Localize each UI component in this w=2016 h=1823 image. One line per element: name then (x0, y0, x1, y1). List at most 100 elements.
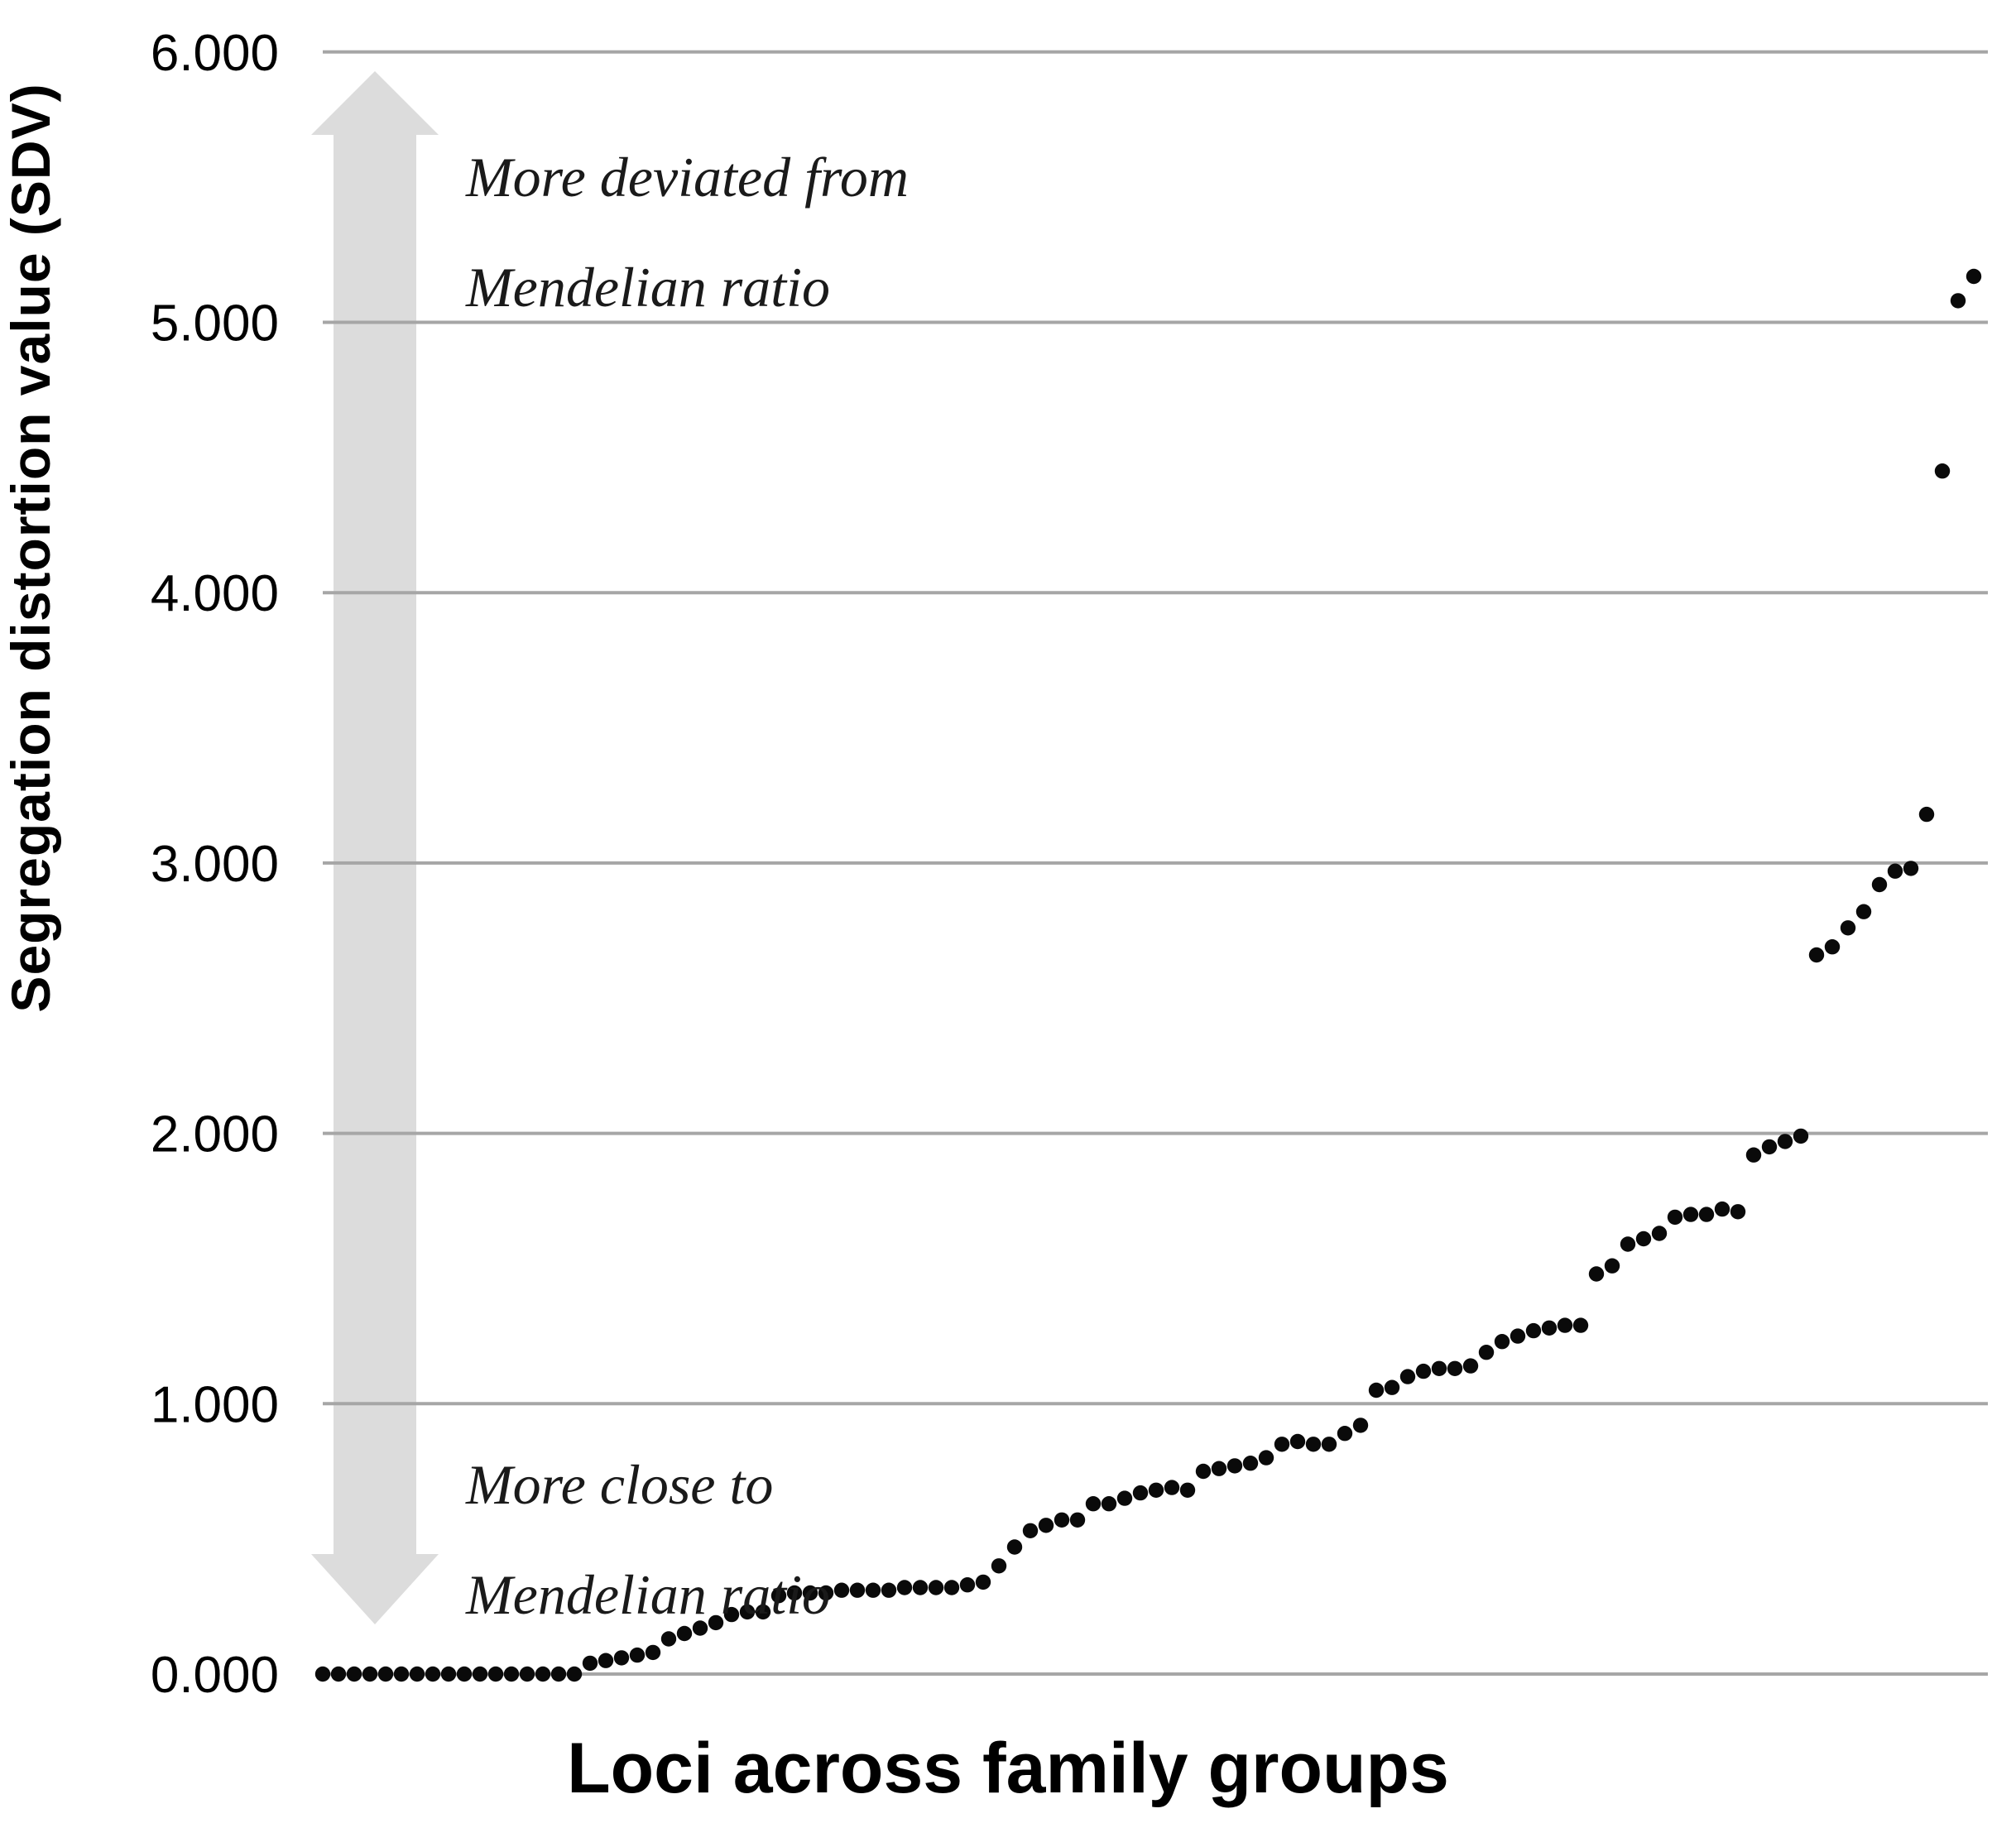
data-points (314, 268, 1982, 1682)
y-tick-label: 6.000 (151, 25, 279, 82)
data-point (1745, 1147, 1762, 1163)
data-point (959, 1577, 976, 1593)
data-point (1604, 1258, 1620, 1274)
data-point (1934, 463, 1951, 479)
data-point (849, 1582, 866, 1598)
data-point (582, 1655, 598, 1672)
data-point (943, 1580, 960, 1595)
data-point (1698, 1207, 1715, 1222)
data-point (409, 1666, 425, 1682)
data-point (1541, 1320, 1558, 1336)
data-point (786, 1585, 803, 1601)
data-point (1667, 1209, 1683, 1226)
data-point (1840, 920, 1856, 936)
data-point (1494, 1334, 1510, 1350)
data-point (1179, 1482, 1196, 1499)
data-point (770, 1588, 787, 1604)
y-tick-label: 3.000 (151, 836, 279, 893)
data-point (377, 1666, 394, 1682)
y-tick-label: 5.000 (151, 295, 279, 353)
data-point (896, 1580, 913, 1595)
data-point (1101, 1496, 1117, 1512)
data-point (1777, 1134, 1793, 1149)
data-point (1572, 1317, 1589, 1333)
data-point (1950, 293, 1966, 309)
data-point (1918, 806, 1935, 823)
data-point (833, 1582, 850, 1598)
data-point (440, 1666, 457, 1682)
data-point (1808, 947, 1825, 963)
data-point (1132, 1485, 1149, 1501)
data-point (975, 1574, 991, 1590)
data-point (1855, 904, 1872, 919)
data-point (1384, 1379, 1400, 1395)
data-point (1462, 1358, 1479, 1374)
data-point (1305, 1437, 1322, 1452)
data-point (1730, 1204, 1746, 1220)
data-point (660, 1631, 677, 1647)
data-point (755, 1604, 771, 1620)
data-point (991, 1558, 1007, 1574)
data-point (1478, 1345, 1495, 1360)
y-tick-label: 4.000 (151, 565, 279, 622)
annotation-line: Mendelian ratio (466, 1563, 831, 1626)
data-point (1321, 1437, 1337, 1452)
data-point (1415, 1363, 1432, 1379)
y-tick-label: 1.000 (151, 1376, 279, 1433)
data-point (881, 1582, 897, 1598)
data-point (1352, 1418, 1369, 1433)
data-point (818, 1585, 834, 1601)
data-point (1054, 1512, 1070, 1528)
data-point (1069, 1512, 1086, 1528)
data-point (1966, 268, 1982, 285)
updown-arrow (311, 71, 439, 1624)
data-point (1447, 1360, 1463, 1377)
data-point (503, 1666, 520, 1682)
y-tick-label: 2.000 (151, 1106, 279, 1163)
data-point (1211, 1461, 1227, 1476)
annotation-line: Mendelian ratio (466, 256, 831, 319)
data-point (1038, 1518, 1054, 1533)
data-point (1620, 1236, 1636, 1252)
data-point (1557, 1317, 1573, 1333)
data-point (1289, 1433, 1306, 1450)
data-point (1903, 861, 1919, 876)
annotation-line: More deviated from (466, 146, 910, 209)
data-point (1164, 1480, 1180, 1495)
data-point (629, 1647, 646, 1663)
data-point (535, 1666, 551, 1682)
data-point (723, 1606, 740, 1623)
data-point (1399, 1369, 1416, 1384)
data-point (1085, 1496, 1102, 1512)
data-point (1006, 1539, 1023, 1555)
data-point (550, 1666, 567, 1682)
data-point (928, 1580, 944, 1595)
data-point (1682, 1207, 1699, 1222)
y-axis-title: Segregation distortion value (SDV) (0, 83, 61, 1012)
data-point (802, 1585, 818, 1601)
data-point (487, 1666, 504, 1682)
data-point (1148, 1482, 1164, 1499)
data-point (708, 1614, 724, 1631)
data-point (676, 1625, 693, 1642)
data-point (1635, 1231, 1652, 1247)
double-headed-arrow-shape (311, 71, 439, 1624)
data-point (1368, 1382, 1385, 1398)
data-point (425, 1666, 441, 1682)
data-point (1274, 1437, 1290, 1452)
data-point (1588, 1266, 1605, 1282)
data-point (346, 1666, 362, 1682)
data-point (1510, 1328, 1526, 1344)
annotation-line: More close to (466, 1453, 774, 1516)
data-point (1761, 1139, 1778, 1155)
x-axis-title: Loci across family groups (567, 1729, 1449, 1808)
data-point (739, 1604, 756, 1620)
data-point (613, 1650, 630, 1666)
data-point (1824, 939, 1841, 955)
data-point (456, 1666, 473, 1682)
data-point (519, 1666, 535, 1682)
data-point (1525, 1322, 1542, 1339)
data-point (1714, 1201, 1730, 1217)
